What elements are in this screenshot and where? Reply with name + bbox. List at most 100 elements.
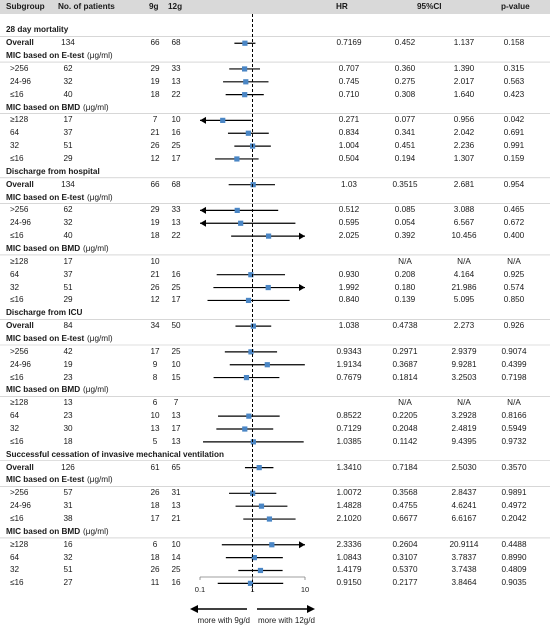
hr-marker [243, 374, 250, 381]
cell-ci-lower: N/A [398, 256, 412, 266]
cell-pvalue: 0.5949 [501, 424, 527, 434]
row-label: Overall [6, 462, 34, 472]
subsection-title: MIC based on E-test [6, 51, 85, 61]
cell-12g: 25 [171, 346, 181, 356]
cell-9g: 26 [150, 488, 160, 498]
cell-9g: 29 [150, 63, 160, 73]
cell-9g: 18 [150, 89, 160, 99]
cell-hr: 0.930 [338, 269, 360, 279]
cell-9g: 10 [150, 411, 160, 421]
row-label: ≥128 [10, 539, 29, 549]
cell-ci-upper: 9.4395 [451, 436, 477, 446]
cell-pvalue: 0.954 [503, 179, 525, 189]
cell-ci-upper: 3.088 [453, 205, 475, 215]
cell-ci-upper: 21.986 [451, 282, 477, 292]
cell-9g: 29 [150, 205, 160, 215]
cell-patients: 29 [63, 153, 73, 163]
cell-9g: 34 [150, 321, 160, 331]
cell-ci-lower: 0.5370 [392, 565, 418, 575]
row-label: ≤16 [10, 295, 24, 305]
subsection-title: MIC based on BMD [6, 243, 81, 253]
cell-pvalue: 0.672 [503, 218, 525, 228]
cell-12g: 13 [171, 436, 181, 446]
cell-pvalue: 0.9891 [501, 488, 527, 498]
cell-patients: 32 [63, 552, 73, 562]
cell-9g: 17 [150, 514, 160, 524]
cell-patients: 27 [63, 578, 73, 588]
cell-9g: 17 [150, 346, 160, 356]
cell-patients: 84 [63, 321, 73, 331]
cell-ci-upper: 2.8437 [451, 488, 477, 498]
cell-pvalue: 0.400 [503, 231, 525, 241]
cell-patients: 23 [63, 372, 73, 382]
hr-marker [250, 182, 256, 188]
cell-ci-lower: 0.3107 [392, 552, 418, 562]
header-patients: No. of patients [58, 2, 115, 11]
cell-hr: 1.3410 [336, 462, 362, 472]
cell-12g: 16 [171, 128, 181, 138]
cell-patients: 37 [63, 128, 73, 138]
cell-ci-upper: 3.2928 [451, 411, 477, 421]
hr-marker [243, 79, 249, 85]
cell-9g: 7 [152, 115, 158, 125]
cell-9g: 26 [150, 141, 160, 151]
cell-ci-lower: 0.2205 [392, 411, 418, 421]
cell-pvalue: 0.7198 [501, 372, 527, 382]
row-label: 24-96 [10, 359, 31, 369]
cell-ci-lower: 0.4738 [392, 321, 418, 331]
cell-ci-lower: 0.7184 [392, 462, 418, 472]
cell-ci-upper: 2.5030 [451, 462, 477, 472]
header-12g: 12g [168, 2, 183, 11]
row-label: 32 [10, 565, 20, 575]
favors-left-label: more with 9g/d [198, 616, 250, 625]
cell-patients: 30 [63, 424, 73, 434]
cell-9g: 11 [150, 578, 160, 588]
ci-arrow-left [200, 116, 206, 124]
cell-patients: 42 [63, 346, 73, 356]
hr-marker [264, 362, 270, 368]
cell-hr: 2.3336 [336, 539, 362, 549]
cell-ci-lower: 0.2971 [392, 346, 418, 356]
cell-pvalue: 0.4809 [501, 565, 527, 575]
cell-pvalue: 0.2042 [501, 514, 527, 524]
cell-ci-lower: 0.341 [394, 128, 416, 138]
cell-ci-upper: 9.9281 [451, 359, 477, 369]
x-tick-label: 10 [301, 585, 309, 594]
cell-9g: 6 [152, 539, 158, 549]
row-label: ≥128 [10, 256, 29, 266]
subsection-unit: (μg/ml) [87, 192, 113, 202]
row-label: >256 [10, 205, 29, 215]
cell-pvalue: 0.574 [503, 282, 525, 292]
cell-hr: 1.038 [338, 321, 360, 331]
cell-patients: 37 [63, 269, 73, 279]
cell-12g: 16 [171, 578, 181, 588]
cell-patients: 62 [63, 63, 73, 73]
cell-ci-upper: 5.095 [453, 295, 475, 305]
hr-marker [248, 349, 254, 355]
hr-marker [242, 40, 248, 46]
cell-ci-lower: 0.2177 [392, 578, 418, 588]
section-title: Discharge from hospital [6, 166, 100, 176]
hr-marker [256, 465, 262, 471]
cell-ci-upper: 6.6167 [451, 514, 477, 524]
cell-hr: 1.992 [338, 282, 360, 292]
cell-patients: 40 [63, 89, 73, 99]
row-label: 24-96 [10, 501, 31, 511]
cell-hr: 0.8522 [336, 411, 362, 421]
cell-12g: 13 [171, 76, 181, 86]
cell-pvalue: 0.4972 [501, 501, 527, 511]
cell-12g: 13 [171, 501, 181, 511]
cell-hr: 0.9150 [336, 578, 362, 588]
cell-patients: 38 [63, 514, 73, 524]
section-title: Discharge from ICU [6, 308, 83, 318]
cell-9g: 26 [150, 282, 160, 292]
hr-marker [248, 272, 254, 278]
cell-12g: 16 [171, 269, 181, 279]
cell-pvalue: 0.158 [503, 38, 525, 48]
cell-ci-lower: 0.085 [394, 205, 416, 215]
hr-marker [250, 323, 256, 329]
cell-patients: 18 [63, 436, 73, 446]
cell-ci-lower: 0.4755 [392, 501, 418, 511]
cell-ci-upper: 3.7438 [451, 565, 477, 575]
hr-marker [245, 130, 251, 136]
